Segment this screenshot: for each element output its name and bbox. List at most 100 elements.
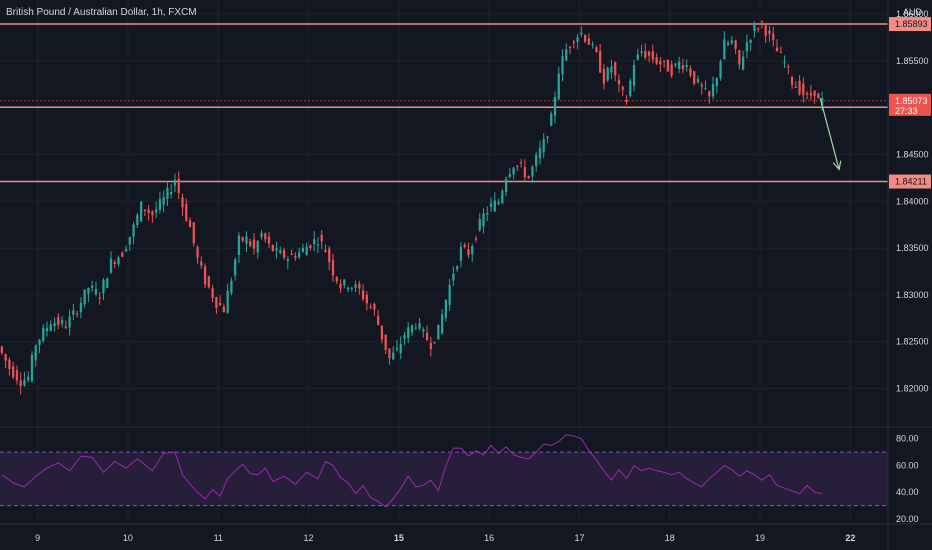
price-axis[interactable] bbox=[888, 0, 932, 550]
candle-body bbox=[482, 213, 485, 227]
candle-body bbox=[557, 73, 560, 100]
projection-arrow-shaft[interactable] bbox=[819, 98, 840, 170]
candle-body bbox=[407, 327, 410, 338]
candle-body bbox=[617, 79, 621, 85]
candle-body bbox=[726, 42, 730, 45]
candle-body bbox=[636, 54, 639, 60]
candle-body bbox=[305, 246, 308, 256]
candle-body bbox=[222, 306, 226, 313]
rsi-axis-labels: 80.00 60.00 40.00 20.00 bbox=[896, 434, 919, 524]
candle-body bbox=[331, 259, 335, 276]
candle-body bbox=[730, 40, 733, 44]
candle-body bbox=[324, 249, 327, 253]
candle-body bbox=[369, 306, 372, 308]
candle-body bbox=[467, 249, 470, 256]
symbol-title[interactable]: British Pound / Australian Dollar, 1h, F… bbox=[6, 7, 197, 18]
candle-body bbox=[813, 90, 816, 97]
candle-body bbox=[711, 84, 715, 97]
candle-body bbox=[685, 65, 688, 68]
candle-body bbox=[173, 180, 177, 186]
candle-body bbox=[30, 355, 34, 382]
horizontal-levels[interactable] bbox=[0, 23, 888, 183]
candle-body bbox=[602, 68, 606, 84]
candle-body bbox=[655, 57, 658, 64]
candle-body bbox=[433, 341, 436, 343]
candle-body bbox=[155, 209, 158, 213]
candle-body bbox=[53, 323, 56, 327]
rsi-axis-tick-label: 40.00 bbox=[896, 487, 919, 497]
candle-body bbox=[772, 33, 775, 41]
candle-body bbox=[328, 248, 331, 263]
rsi-band-fill bbox=[0, 452, 888, 506]
candle-body bbox=[79, 302, 83, 313]
candle-body bbox=[76, 313, 79, 315]
candle-body bbox=[595, 47, 598, 52]
candle-body bbox=[72, 310, 75, 315]
candle-body bbox=[580, 32, 583, 35]
candle-body bbox=[621, 86, 624, 90]
candle-body bbox=[200, 261, 203, 266]
candle-body bbox=[783, 61, 786, 63]
candle-body bbox=[294, 256, 297, 259]
candle-body bbox=[606, 67, 609, 81]
rsi-line bbox=[1, 434, 823, 508]
candle-body bbox=[568, 47, 572, 49]
candle-body bbox=[192, 222, 195, 244]
candle-body bbox=[779, 51, 782, 53]
currency-label[interactable]: AUD bbox=[902, 7, 922, 17]
time-axis-tick-label: 15 bbox=[394, 533, 404, 543]
candle-body bbox=[512, 167, 515, 175]
candle-body bbox=[418, 323, 421, 329]
candle-body bbox=[15, 370, 19, 381]
candle-body bbox=[226, 290, 229, 314]
price-axis-tick-label: 1.85500 bbox=[896, 56, 929, 66]
time-axis-tick-label: 22 bbox=[845, 533, 855, 543]
candle-body bbox=[87, 288, 90, 294]
candle-body bbox=[440, 314, 444, 334]
candle-body bbox=[211, 288, 214, 299]
candle-body bbox=[715, 78, 718, 87]
candle-body bbox=[775, 47, 779, 52]
candle-body bbox=[704, 88, 707, 90]
candle-body bbox=[659, 60, 662, 65]
candle-body bbox=[489, 203, 493, 207]
candle-body bbox=[640, 51, 643, 54]
candle-body bbox=[794, 86, 797, 88]
level-price-label: 1.85893 bbox=[895, 19, 928, 29]
candle-body bbox=[267, 236, 271, 244]
candle-body bbox=[124, 249, 128, 252]
candle-body bbox=[696, 79, 700, 83]
price-axis-tick-label: 1.86000 bbox=[896, 9, 929, 19]
candle-body bbox=[456, 266, 459, 270]
candle-body bbox=[132, 224, 135, 237]
candle-body bbox=[203, 266, 207, 285]
projection-arrow[interactable] bbox=[819, 98, 842, 171]
candle-body bbox=[399, 343, 402, 354]
time-axis-labels: 9 10 11 12 15 16 17 18 19 22 bbox=[35, 533, 855, 543]
projection-arrow-head[interactable] bbox=[832, 160, 842, 171]
candle-body bbox=[361, 290, 365, 300]
candle-body bbox=[380, 325, 384, 340]
candle-body bbox=[798, 80, 801, 95]
candle-body bbox=[757, 28, 760, 30]
candle-body bbox=[535, 154, 538, 167]
candle-body bbox=[12, 366, 15, 378]
candle-body bbox=[68, 316, 71, 328]
candle-body bbox=[542, 139, 545, 153]
grid bbox=[0, 0, 888, 523]
candle-body bbox=[309, 245, 312, 248]
candle-body bbox=[23, 379, 26, 386]
candle-body bbox=[670, 64, 673, 76]
candle-body bbox=[425, 332, 429, 341]
candle-body bbox=[162, 197, 165, 205]
rsi-axis-tick-label: 20.00 bbox=[896, 514, 919, 524]
candle-body bbox=[170, 192, 173, 195]
candle-body bbox=[583, 35, 587, 42]
candle-body bbox=[4, 354, 7, 361]
candle-body bbox=[249, 241, 252, 247]
candle-body bbox=[335, 276, 338, 282]
candle-body bbox=[346, 287, 350, 290]
price-axis-labels: 1.82000 1.82500 1.83000 1.83500 1.84000 1.845… bbox=[896, 9, 929, 394]
candle-body bbox=[343, 279, 346, 286]
